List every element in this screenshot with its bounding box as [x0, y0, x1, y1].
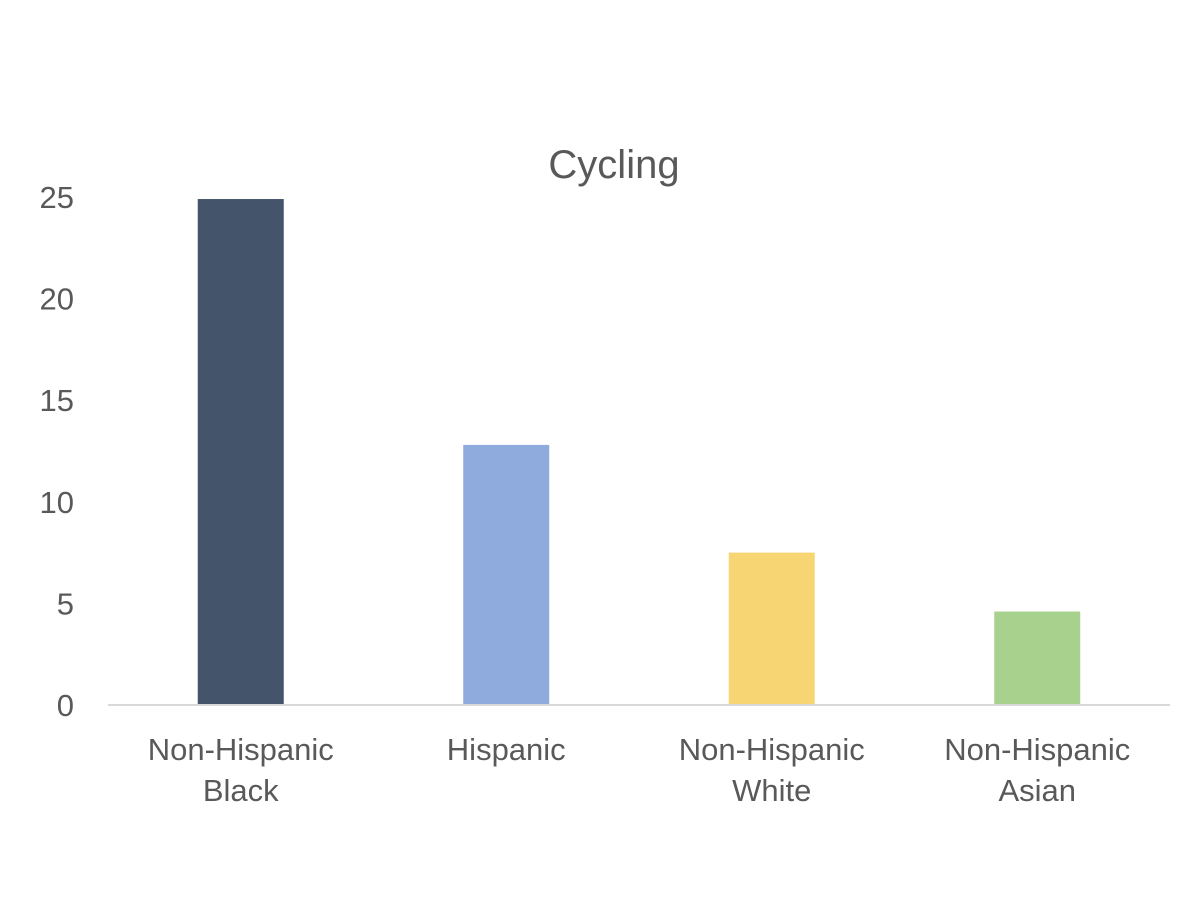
y-tick-label: 5 [57, 586, 74, 621]
y-tick-label: 10 [40, 485, 74, 520]
bars [197, 199, 1081, 706]
x-tick-label: Non-Hispanic Black [148, 732, 334, 808]
y-axis-ticks: 0 5 10 15 20 25 [40, 180, 74, 723]
bar [994, 611, 1081, 705]
x-axis-labels: Non-Hispanic Black Hispanic Non-Hispanic Whi… [148, 732, 1131, 808]
y-tick-label: 25 [40, 180, 74, 215]
bar [728, 552, 815, 705]
x-tick-label: Hispanic [447, 732, 566, 767]
x-tick-label: Non-Hispanic White [679, 732, 865, 808]
y-tick-label: 20 [40, 282, 74, 317]
y-tick-label: 15 [40, 383, 74, 418]
bar [463, 444, 550, 705]
y-tick-label: 0 [57, 688, 74, 723]
x-tick-label: Non-Hispanic Asian [944, 732, 1130, 808]
chart-title: Cycling [548, 143, 679, 187]
bar [197, 199, 284, 706]
